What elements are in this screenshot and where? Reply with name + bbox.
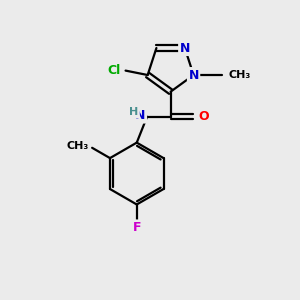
Text: Cl: Cl — [107, 64, 120, 77]
Text: F: F — [133, 221, 141, 234]
Text: CH₃: CH₃ — [228, 70, 250, 80]
Text: CH₃: CH₃ — [67, 141, 89, 151]
Text: N: N — [135, 109, 146, 122]
Text: O: O — [198, 110, 208, 123]
Text: H: H — [129, 107, 138, 117]
Text: N: N — [188, 68, 199, 82]
Text: N: N — [180, 41, 190, 55]
